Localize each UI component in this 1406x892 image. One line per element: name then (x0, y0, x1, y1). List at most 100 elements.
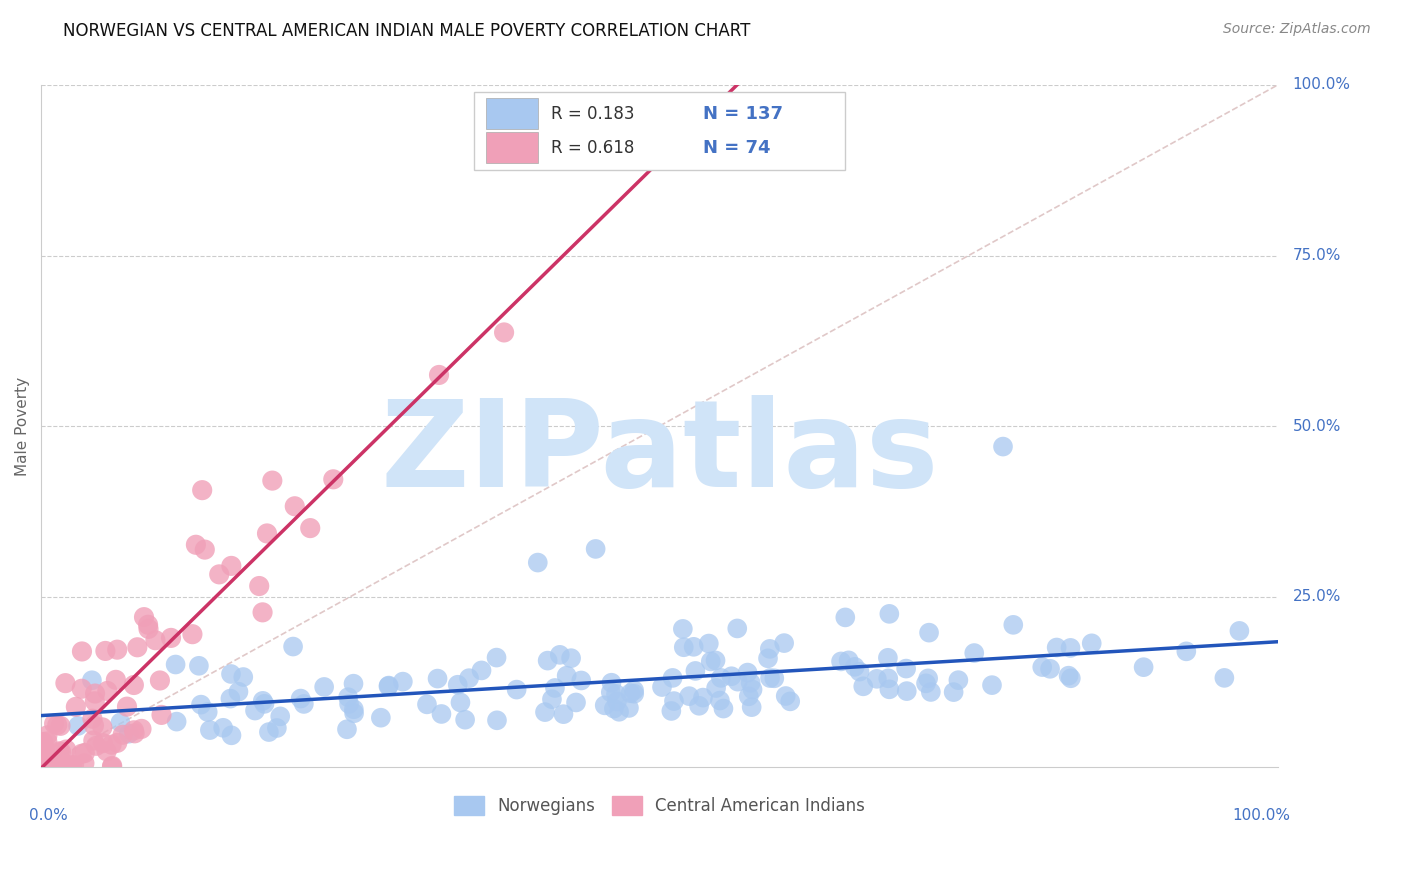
Text: 0.0%: 0.0% (28, 808, 67, 823)
Point (720, 669, 742, 683)
Point (221, 558, 243, 573)
Point (127, 640, 149, 655)
Point (105, 736, 128, 750)
Text: ZIPatlas: ZIPatlas (380, 395, 939, 512)
Point (191, 483, 214, 498)
Point (485, 650, 508, 665)
Point (343, 702, 366, 716)
Y-axis label: Male Poverty: Male Poverty (15, 376, 30, 475)
Point (32, 754, 55, 768)
Point (150, 707, 173, 722)
Point (100, 738, 122, 752)
Point (181, 627, 204, 641)
Point (322, 472, 344, 486)
Point (548, 648, 571, 662)
Point (232, 670, 254, 684)
Point (314, 680, 336, 694)
Point (49, 745, 72, 759)
Point (526, 556, 548, 570)
Point (593, 698, 616, 713)
Point (34, 742, 56, 756)
Point (1039, 662, 1062, 676)
Point (740, 675, 762, 690)
Point (606, 694, 628, 708)
Point (262, 474, 284, 488)
Point (55, 742, 77, 756)
Point (603, 701, 626, 715)
Point (281, 640, 304, 654)
Point (485, 714, 508, 728)
Point (101, 760, 124, 774)
Point (759, 641, 782, 656)
Point (449, 696, 471, 710)
Point (678, 689, 700, 703)
Point (45, 756, 67, 770)
Point (252, 605, 274, 619)
Point (991, 440, 1014, 454)
Point (39, 753, 62, 767)
Point (1060, 671, 1083, 685)
Point (470, 664, 492, 678)
Point (877, 650, 900, 665)
Text: 100.0%: 100.0% (1292, 78, 1351, 93)
Point (848, 665, 870, 679)
Point (948, 673, 970, 687)
Point (569, 673, 592, 688)
Point (1213, 671, 1236, 685)
Point (738, 690, 761, 704)
Point (55, 676, 77, 690)
Point (920, 685, 942, 699)
Point (741, 700, 763, 714)
Point (70, 681, 93, 696)
Point (713, 701, 735, 715)
Point (370, 711, 392, 725)
Point (132, 610, 155, 624)
Point (122, 678, 145, 692)
Point (918, 625, 941, 640)
FancyBboxPatch shape (486, 132, 538, 163)
Point (252, 694, 274, 708)
Point (1229, 624, 1251, 638)
Point (377, 679, 399, 693)
Point (759, 671, 782, 685)
Point (617, 701, 640, 715)
Point (879, 682, 901, 697)
Point (458, 671, 481, 685)
Point (342, 676, 364, 690)
Point (454, 713, 477, 727)
Point (299, 521, 322, 535)
Point (662, 694, 685, 708)
Point (84, 739, 107, 753)
Point (1046, 640, 1069, 655)
Point (73, 756, 96, 771)
Point (688, 698, 710, 713)
Point (160, 631, 183, 645)
Point (32, 746, 55, 760)
Text: R = 0.183: R = 0.183 (551, 104, 634, 122)
Text: N = 74: N = 74 (703, 139, 770, 157)
Point (145, 633, 167, 648)
Point (84, 687, 107, 701)
Point (623, 687, 645, 701)
Point (585, 541, 607, 556)
Point (208, 567, 231, 582)
Point (269, 709, 291, 723)
Text: NORWEGIAN VS CENTRAL AMERICAN INDIAN MALE POVERTY CORRELATION CHART: NORWEGIAN VS CENTRAL AMERICAN INDIAN MAL… (63, 22, 751, 40)
Point (198, 723, 221, 737)
Point (118, 727, 141, 741)
Point (73, 746, 96, 760)
Point (131, 722, 153, 736)
Point (94, 644, 117, 658)
Point (37, 760, 59, 774)
Point (537, 654, 560, 668)
Point (775, 689, 797, 703)
Point (34, 760, 56, 774)
Point (165, 657, 187, 672)
Point (779, 694, 801, 708)
Point (136, 617, 159, 632)
Point (661, 671, 683, 685)
Point (741, 682, 763, 697)
Point (430, 706, 453, 721)
Point (866, 672, 889, 686)
Point (247, 579, 270, 593)
